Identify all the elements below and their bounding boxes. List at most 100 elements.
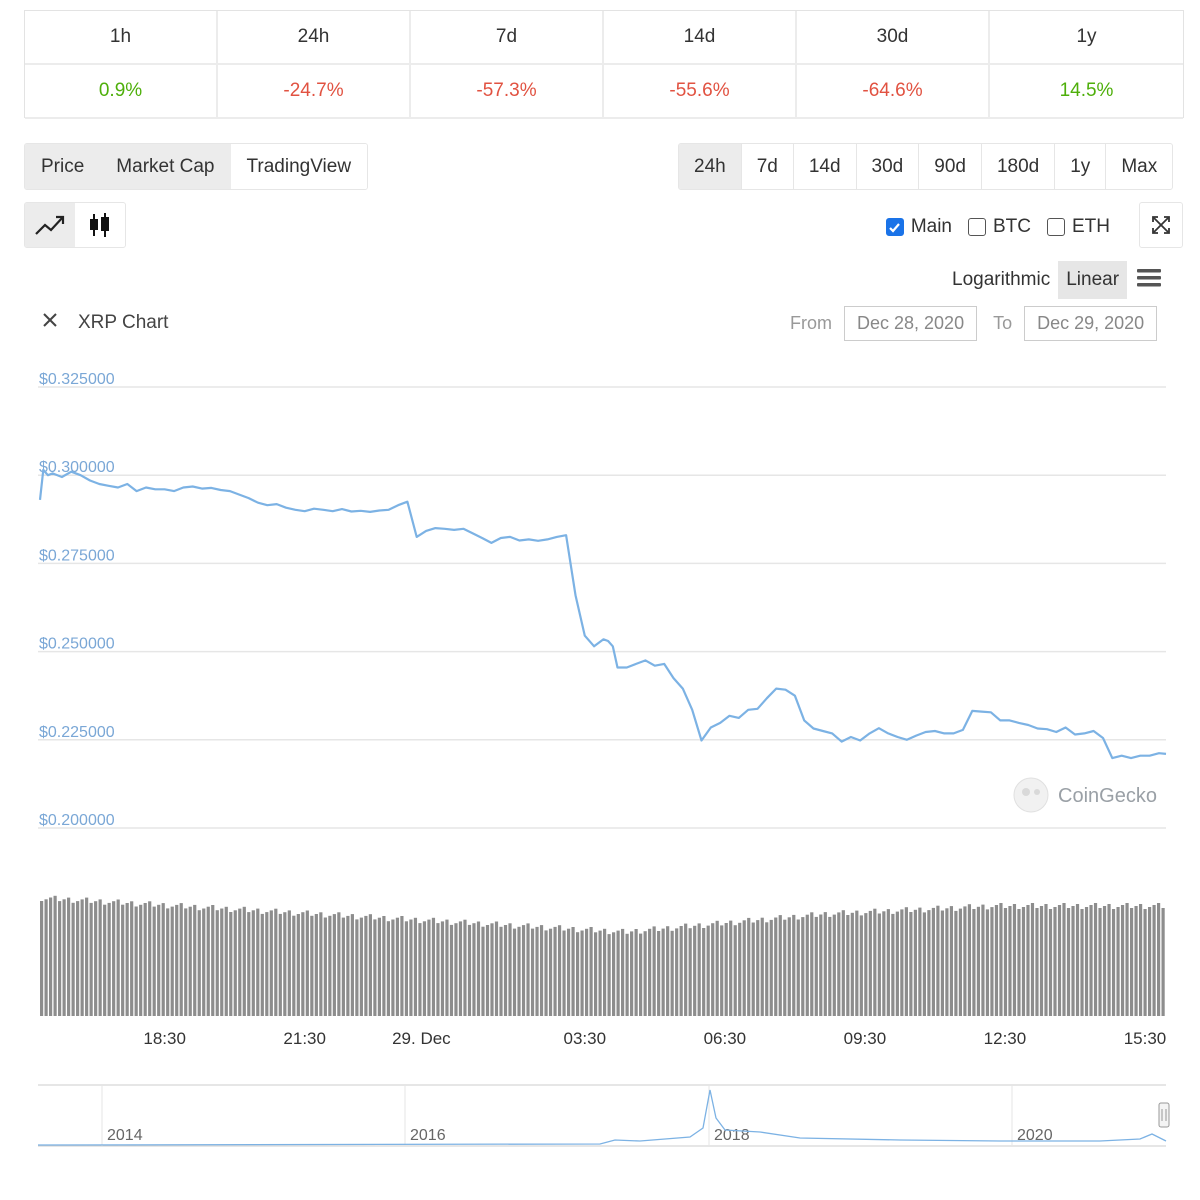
volume-bar xyxy=(850,912,854,1016)
change-period-14d: 14d xyxy=(604,11,797,65)
volume-bar xyxy=(891,913,895,1016)
volume-bar xyxy=(657,931,661,1016)
range-tab-180d[interactable]: 180d xyxy=(980,144,1054,189)
range-tab-7d[interactable]: 7d xyxy=(740,144,793,189)
volume-bar xyxy=(886,909,890,1016)
volume-bar xyxy=(449,924,454,1016)
to-date-input[interactable]: Dec 29, 2020 xyxy=(1024,306,1158,341)
candlestick-icon[interactable] xyxy=(75,203,125,247)
range-tab-14d[interactable]: 14d xyxy=(792,144,856,189)
volume-bar xyxy=(823,912,827,1016)
volume-bar xyxy=(76,901,80,1016)
volume-bar xyxy=(828,916,832,1016)
volume-bar xyxy=(720,925,724,1016)
watermark-text: CoinGecko xyxy=(1058,785,1157,807)
volume-bar xyxy=(566,928,571,1016)
volume-bar xyxy=(512,928,517,1016)
navigator[interactable]: 2014 2016 2018 2020 xyxy=(37,1084,1170,1147)
volume-bar xyxy=(1026,905,1030,1016)
date-range: From Dec 28, 2020 To Dec 29, 2020 xyxy=(790,306,1158,341)
checkbox-eth[interactable] xyxy=(1047,218,1065,236)
volume-bar xyxy=(598,930,602,1016)
navigator-year-label: 2016 xyxy=(410,1127,446,1144)
checkbox-main[interactable] xyxy=(885,218,904,236)
volume-bar xyxy=(530,928,535,1016)
range-tab-24h[interactable]: 24h xyxy=(679,144,741,189)
volume-bar xyxy=(846,915,850,1016)
volume-bar xyxy=(265,912,269,1016)
volume-bar xyxy=(202,908,206,1016)
chart-title: XRP Chart xyxy=(78,312,169,333)
volume-bar xyxy=(355,919,359,1016)
volume-bar xyxy=(972,909,976,1016)
range-tabs: 24h 7d 14d 30d 90d 180d 1y Max xyxy=(678,143,1174,190)
range-tab-1y[interactable]: 1y xyxy=(1054,144,1105,189)
tab-tradingview[interactable]: TradingView xyxy=(230,144,368,189)
volume-bar xyxy=(1134,906,1138,1016)
volume-bar xyxy=(292,915,296,1016)
toggle-btc[interactable]: BTC xyxy=(968,216,1031,238)
toggle-main[interactable]: Main xyxy=(885,216,952,238)
volume-bar xyxy=(1161,908,1165,1016)
change-value-1h: 0.9% xyxy=(25,65,218,119)
volume-bar xyxy=(949,906,954,1016)
checkbox-btc[interactable] xyxy=(968,218,986,236)
volume-bar xyxy=(359,917,363,1016)
volume-bar xyxy=(1084,907,1089,1016)
volume-bar xyxy=(431,917,436,1016)
volume-bar xyxy=(810,912,814,1016)
linear-button[interactable]: Linear xyxy=(1058,261,1128,299)
volume-bar xyxy=(440,921,445,1016)
volume-bar xyxy=(1030,903,1035,1016)
volume-bar xyxy=(319,912,323,1016)
menu-icon[interactable] xyxy=(1134,266,1164,295)
change-value-30d: -64.6% xyxy=(797,65,990,119)
volume-bar xyxy=(328,915,332,1016)
volume-bar xyxy=(616,930,620,1016)
line-chart-icon[interactable] xyxy=(25,203,75,247)
volume-bar xyxy=(1156,903,1161,1016)
range-tab-max[interactable]: Max xyxy=(1105,144,1172,189)
toggle-label: BTC xyxy=(993,216,1031,237)
volume-bar xyxy=(445,919,449,1016)
volume-bar xyxy=(535,926,539,1016)
volume-bar xyxy=(287,910,291,1016)
tab-market-cap[interactable]: Market Cap xyxy=(100,144,231,189)
from-date-input[interactable]: Dec 28, 2020 xyxy=(844,306,978,341)
logarithmic-button[interactable]: Logarithmic xyxy=(952,269,1051,290)
volume-bar xyxy=(958,908,963,1016)
volume-bar xyxy=(548,928,553,1016)
x-tick-label: 03:30 xyxy=(564,1029,607,1048)
range-tab-30d[interactable]: 30d xyxy=(855,144,919,189)
change-value-7d: -57.3% xyxy=(411,65,604,119)
change-value-1y: 14.5% xyxy=(990,65,1183,119)
volume-bar xyxy=(621,928,625,1016)
range-tab-90d[interactable]: 90d xyxy=(918,144,981,189)
scale-toggle: Logarithmic Linear xyxy=(944,261,1128,299)
volume-bar xyxy=(125,903,129,1016)
volume-bar xyxy=(454,923,458,1016)
volume-bar xyxy=(670,930,674,1016)
volume-bar xyxy=(1075,904,1080,1016)
volume-bar xyxy=(639,933,643,1016)
volume-bar xyxy=(1039,906,1044,1016)
volume-bar xyxy=(724,923,728,1016)
coingecko-watermark: CoinGecko xyxy=(1013,777,1157,813)
volume-bar xyxy=(1080,909,1084,1016)
tab-price[interactable]: Price xyxy=(25,144,101,189)
volume-bar xyxy=(485,925,490,1016)
toggle-label: ETH xyxy=(1072,216,1110,237)
navigator-handle[interactable] xyxy=(1158,1102,1170,1128)
toggle-eth[interactable]: ETH xyxy=(1047,216,1110,238)
volume-bar xyxy=(373,919,377,1016)
y-tick-label: $0.250000 xyxy=(39,636,115,653)
volume-bar xyxy=(193,904,197,1016)
volume-bar xyxy=(648,928,652,1016)
close-icon[interactable] xyxy=(40,310,60,336)
volume-bar xyxy=(1066,908,1071,1016)
fullscreen-icon[interactable] xyxy=(1139,202,1183,248)
volume-bar xyxy=(503,925,508,1016)
volume-bar xyxy=(1008,906,1012,1016)
volume-bar xyxy=(98,899,102,1016)
volume-bar xyxy=(251,910,255,1016)
